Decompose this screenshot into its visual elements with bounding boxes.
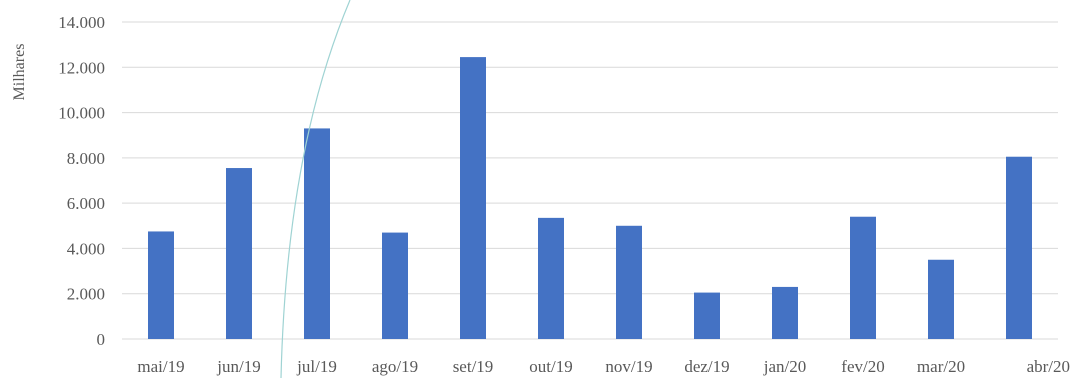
y-tick-label: 2.000 — [67, 285, 105, 304]
bar-jan-20 — [772, 286, 798, 339]
x-axis-tick-labels: mai/19 jun/19 jul/19 ago/19 set/19 out/19 nov/… — [137, 357, 1070, 376]
y-tick-label: 0 — [97, 330, 106, 349]
bar-nov-19 — [616, 225, 642, 339]
x-tick-label: nov/19 — [605, 357, 652, 376]
y-axis-title: Milhares — [11, 44, 28, 101]
x-tick-label: jun/19 — [216, 357, 260, 376]
x-tick-label: dez/19 — [684, 357, 729, 376]
y-tick-label: 4.000 — [67, 239, 105, 258]
x-tick-label: jan/20 — [763, 357, 807, 376]
x-tick-label: mai/19 — [137, 357, 184, 376]
x-tick-label: set/19 — [453, 357, 494, 376]
bar-jul-19 — [304, 128, 330, 339]
bar-jun-19 — [226, 168, 252, 339]
x-tick-label: jul/19 — [296, 357, 337, 376]
y-tick-label: 8.000 — [67, 149, 105, 168]
bars — [148, 57, 1032, 339]
x-tick-label: abr/20 — [1027, 357, 1070, 376]
gridlines — [122, 21, 1058, 340]
x-tick-label: ago/19 — [372, 357, 418, 376]
x-tick-label: mar/20 — [917, 357, 965, 376]
x-tick-label: out/19 — [529, 357, 572, 376]
decorative-arc — [280, 0, 351, 378]
x-tick-label: fev/20 — [841, 357, 884, 376]
y-tick-label: 12.000 — [58, 58, 105, 77]
bar-mar-20 — [928, 259, 954, 339]
y-tick-label: 10.000 — [58, 104, 105, 123]
bar-fev-20 — [850, 216, 876, 339]
bar-out-19 — [538, 217, 564, 339]
y-tick-label: 14.000 — [58, 13, 105, 32]
bar-dez-19 — [694, 292, 720, 339]
y-axis-tick-labels: 0 2.000 4.000 6.000 8.000 10.000 12.000 14.000 — [58, 13, 105, 349]
bar-set-19 — [460, 57, 486, 339]
bar-abr-20 — [1006, 156, 1032, 339]
bar-mai-19 — [148, 231, 174, 339]
y-tick-label: 6.000 — [67, 194, 105, 213]
bar-ago-19 — [382, 232, 408, 339]
